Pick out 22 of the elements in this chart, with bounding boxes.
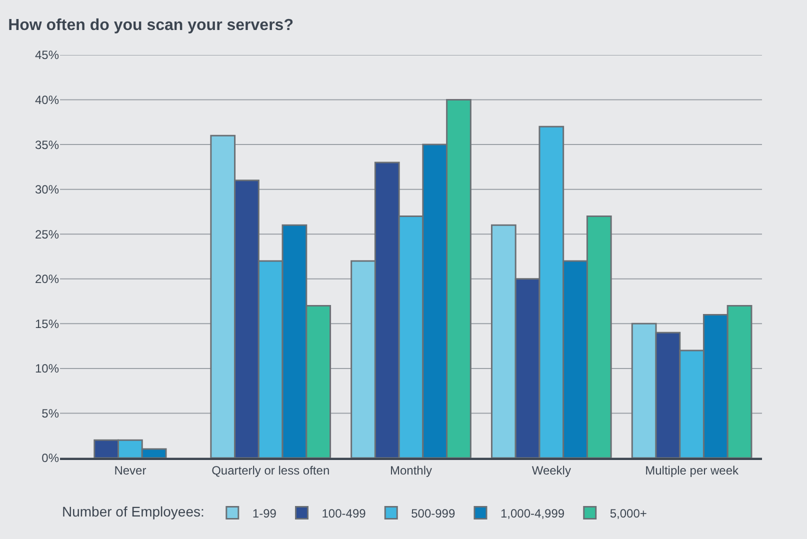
x-tick-label: Multiple per week [645,463,740,478]
legend-title: Number of Employees: [62,504,204,520]
legend-label: 1-99 [252,506,277,520]
legend-label: 100-499 [322,506,366,520]
legend-label: 5,000+ [610,506,647,520]
y-tick-label: 40% [34,92,60,107]
y-tick-label: 25% [34,227,60,242]
legend-label: 500-999 [411,506,456,520]
x-tick-label: Weekly [532,463,571,478]
y-tick-label: 45% [34,48,60,62]
x-tick-label: Never [114,463,146,478]
y-tick-label: 5% [42,406,60,420]
x-tick-label: Quarterly or less often [212,463,330,478]
y-tick-label: 30% [34,182,60,197]
y-tick-label: 20% [34,272,60,286]
y-tick-label: 10% [34,362,60,376]
y-tick-label: 35% [34,138,60,152]
legend-label: 1,000-4,999 [500,506,565,520]
chart-title: How often do you scan your servers? [8,17,294,34]
y-tick-label: 0% [42,451,60,466]
y-tick-label: 15% [34,316,60,331]
x-tick-label: Monthly [390,463,432,478]
